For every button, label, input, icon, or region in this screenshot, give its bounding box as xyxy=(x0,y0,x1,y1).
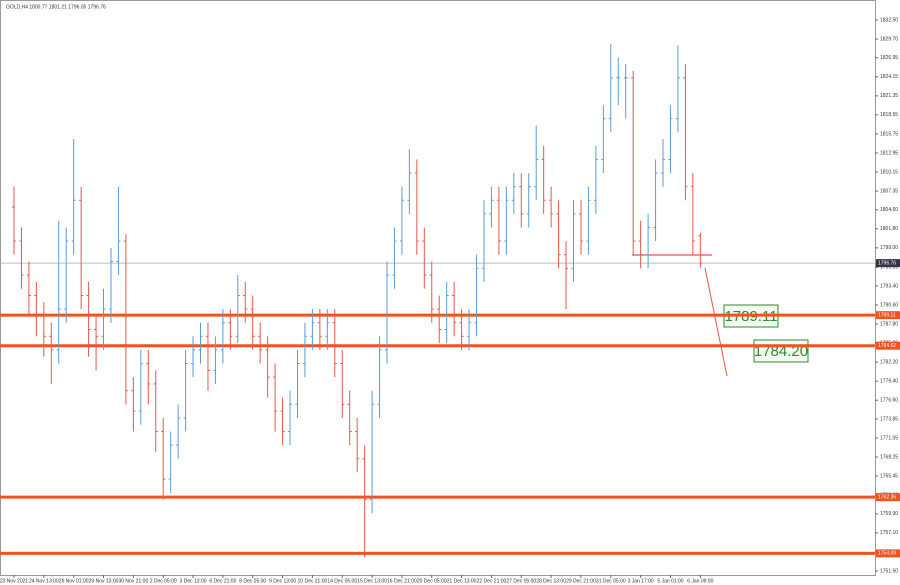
last-price-tag xyxy=(876,259,900,268)
chart-title: GOLD,H4 1800.77 1801.21 1796.05 1796.76 xyxy=(6,4,106,10)
y-tick-label: 1793.40 xyxy=(880,283,898,289)
y-tick-label: 1776.60 xyxy=(880,398,898,404)
level-tag xyxy=(876,311,900,320)
level-label: 1754.09 xyxy=(878,551,896,557)
x-tick-label: 8 Dec 05:00 xyxy=(239,578,266,584)
x-tick-label: 3 Dec 13:00 xyxy=(180,578,207,584)
y-tick-label: 1804.60 xyxy=(880,207,898,213)
x-tick-label: 21 Dec 13:00 xyxy=(447,578,477,584)
x-tick-label: 16 Dec 21:00 xyxy=(387,578,417,584)
x-tick-label: 30 Nov 21:00 xyxy=(118,578,148,584)
drawn-line xyxy=(704,267,728,377)
level-label: 1762.36 xyxy=(878,494,896,500)
x-tick-label: 9 Dec 13:00 xyxy=(269,578,296,584)
x-tick-label: 24 Nov 13:00 xyxy=(29,578,59,584)
x-tick-label: 3 Jan 17:00 xyxy=(628,578,654,584)
y-tick-label: 1759.90 xyxy=(880,511,898,517)
y-tick-label: 1751.50 xyxy=(880,568,898,574)
y-tick-label: 1812.95 xyxy=(880,150,898,156)
last-price-label: 1796.76 xyxy=(878,260,896,266)
x-tick-label: 27 Dec 05:00 xyxy=(506,578,536,584)
y-tick-label: 1801.80 xyxy=(880,226,898,232)
y-tick-label: 1829.70 xyxy=(880,36,898,42)
x-tick-label: 6 Jan 09:00 xyxy=(687,578,713,584)
y-tick-label: 1815.75 xyxy=(880,131,898,137)
x-tick-label: 15 Dec 13:00 xyxy=(357,578,387,584)
y-tick-label: 1768.25 xyxy=(880,454,898,460)
x-tick-label: 26 Nov 01:00 xyxy=(59,578,89,584)
level-tag xyxy=(876,549,900,558)
x-tick-label: 23 Nov 2021 xyxy=(0,578,28,584)
level-tag xyxy=(876,341,900,350)
y-tick-label: 1821.35 xyxy=(880,93,898,99)
x-tick-label: 10 Dec 21:00 xyxy=(298,578,328,584)
x-tick-label: 29 Dec 21:00 xyxy=(566,578,596,584)
y-tick-label: 1796.15 xyxy=(880,265,898,271)
y-tick-label: 1757.10 xyxy=(880,530,898,536)
level-label: 1789.11 xyxy=(878,312,896,318)
y-tick-label: 1773.85 xyxy=(880,416,898,422)
x-tick-label: 31 Dec 05:00 xyxy=(596,578,626,584)
y-tick-label: 1832.50 xyxy=(880,17,898,23)
x-tick-label: 14 Dec 05:00 xyxy=(327,578,357,584)
y-tick-label: 1818.55 xyxy=(880,112,898,118)
y-tick-label: 1771.05 xyxy=(880,435,898,441)
y-tick-label: 1807.35 xyxy=(880,188,898,194)
y-tick-label: 1824.15 xyxy=(880,74,898,80)
x-tick-label: 2 Dec 05:00 xyxy=(150,578,177,584)
plot-frame xyxy=(0,0,876,576)
level-label: 1784.62 xyxy=(878,343,896,349)
y-tick-label: 1799.00 xyxy=(880,245,898,251)
x-tick-label: 22 Dec 21:00 xyxy=(477,578,507,584)
x-tick-label: 28 Dec 13:00 xyxy=(536,578,566,584)
y-tick-label: 1787.80 xyxy=(880,321,898,327)
y-tick-label: 1765.45 xyxy=(880,473,898,479)
y-tick-label: 1810.15 xyxy=(880,169,898,175)
y-tick-label: 1826.95 xyxy=(880,55,898,61)
x-tick-label: 5 Jan 01:00 xyxy=(657,578,683,584)
level-tag xyxy=(876,493,900,502)
x-tick-label: 6 Dec 21:00 xyxy=(209,578,236,584)
y-tick-label: 1779.40 xyxy=(880,379,898,385)
y-tick-label: 1782.20 xyxy=(880,359,898,365)
x-tick-label: 20 Dec 05:00 xyxy=(417,578,447,584)
x-tick-label: 29 Nov 13:00 xyxy=(89,578,119,584)
y-tick-label: 1790.60 xyxy=(880,302,898,308)
annotation: 1784.20 xyxy=(754,343,808,360)
